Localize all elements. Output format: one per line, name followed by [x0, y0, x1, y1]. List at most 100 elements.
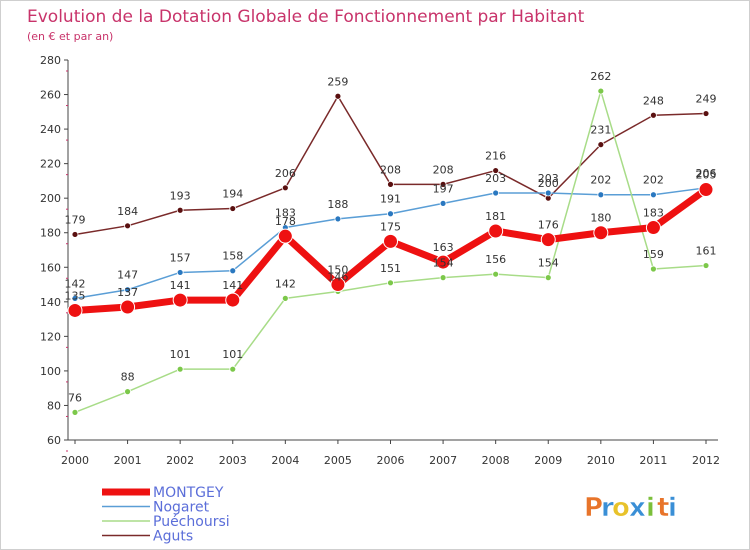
data-point-aguts	[387, 180, 394, 188]
logo-letter: r	[601, 493, 614, 523]
data-point-nogaret	[492, 189, 500, 197]
data-label-nogaret: 202	[590, 174, 611, 187]
data-label-montgey: 205	[696, 169, 717, 182]
logo-letter: o	[612, 493, 630, 523]
data-label-montgey: 180	[590, 212, 611, 225]
series-line-montgey	[71, 186, 710, 314]
y-tick-label: 80	[47, 399, 61, 412]
y-tick-label: 180	[40, 227, 61, 240]
x-tick-label: 2012	[692, 454, 720, 467]
data-point-nogaret	[387, 210, 394, 218]
data-label-pu-choursi: 146	[327, 270, 348, 283]
logo-letter: P	[584, 493, 603, 523]
data-label-pu-choursi: 101	[170, 348, 191, 361]
data-label-montgey: 175	[380, 220, 401, 233]
data-point-pu-choursi	[124, 388, 131, 396]
data-point-aguts	[702, 110, 710, 117]
data-point-nogaret	[334, 215, 342, 223]
x-tick-label: 2005	[324, 454, 352, 467]
data-label-montgey: 141	[170, 279, 191, 292]
data-point-pu-choursi	[650, 265, 657, 273]
data-point-nogaret	[124, 286, 131, 294]
data-label-montgey: 135	[65, 289, 86, 302]
y-tick-label: 140	[40, 296, 61, 309]
data-label-aguts: 200	[538, 177, 559, 190]
data-point-aguts	[229, 205, 237, 212]
data-label-pu-choursi: 101	[222, 348, 243, 361]
y-tick-label: 220	[40, 158, 61, 171]
x-tick-label: 2009	[534, 454, 562, 467]
data-point-montgey	[120, 299, 136, 315]
data-label-aguts: 249	[696, 93, 717, 106]
data-point-aguts	[334, 92, 342, 100]
data-label-montgey: 141	[222, 279, 243, 292]
legend-label-montgey: MONTGEY	[153, 485, 224, 501]
data-label-aguts: 206	[275, 167, 296, 180]
data-point-aguts	[124, 222, 131, 230]
data-label-montgey: 163	[433, 241, 454, 254]
data-label-nogaret: 191	[380, 193, 401, 206]
data-point-aguts	[281, 184, 289, 192]
data-point-montgey	[593, 225, 609, 241]
data-point-pu-choursi	[439, 274, 447, 282]
x-tick-label: 2002	[166, 454, 194, 467]
proxiti-logo: Pro x i ti	[584, 493, 678, 524]
data-point-aguts	[492, 167, 500, 174]
y-tick-label: 260	[40, 89, 61, 102]
data-label-pu-choursi: 88	[121, 371, 135, 384]
data-label-aguts: 231	[590, 124, 611, 137]
data-label-nogaret: 142	[65, 277, 86, 290]
data-point-montgey	[488, 223, 504, 239]
data-point-nogaret	[597, 191, 605, 199]
data-label-pu-choursi: 156	[485, 253, 506, 266]
chart-subtitle: (en € et par an)	[27, 30, 113, 43]
data-point-montgey	[172, 292, 188, 308]
data-label-nogaret: 188	[327, 198, 348, 211]
data-label-pu-choursi: 76	[68, 391, 82, 404]
data-point-pu-choursi	[281, 294, 289, 302]
x-tick-label: 2008	[482, 454, 510, 467]
data-point-pu-choursi	[544, 274, 552, 282]
x-tick-label: 2011	[639, 454, 667, 467]
data-point-pu-choursi	[492, 270, 500, 278]
data-point-montgey	[540, 232, 556, 248]
y-tick-label: 60	[47, 434, 61, 447]
data-point-aguts	[71, 231, 79, 238]
chart-title: Evolution de la Dotation Globale de Fonc…	[27, 7, 585, 27]
series-layer	[67, 87, 714, 416]
data-label-pu-choursi: 142	[275, 277, 296, 290]
data-label-aguts: 259	[327, 75, 348, 88]
data-point-pu-choursi	[702, 262, 710, 269]
y-tick-label: 200	[40, 192, 61, 205]
logo-letter: i	[668, 493, 677, 523]
data-point-montgey	[645, 220, 661, 236]
data-label-aguts: 193	[170, 189, 191, 202]
data-label-nogaret: 206	[696, 167, 717, 180]
data-label-aguts: 184	[117, 205, 138, 218]
data-point-aguts	[439, 180, 447, 188]
data-label-montgey: 181	[485, 210, 506, 223]
data-label-aguts: 208	[433, 163, 454, 176]
data-label-aguts: 194	[222, 188, 243, 201]
data-point-nogaret	[544, 189, 552, 197]
data-point-pu-choursi	[597, 87, 605, 95]
logo-letter: t	[657, 493, 669, 523]
data-label-pu-choursi: 154	[538, 257, 559, 270]
data-point-montgey	[330, 277, 346, 293]
data-label-pu-choursi: 159	[643, 248, 664, 261]
data-point-montgey	[67, 302, 83, 318]
data-point-montgey	[435, 254, 451, 270]
y-tick-label: 240	[40, 123, 61, 136]
data-point-aguts	[597, 141, 605, 149]
data-label-aguts: 208	[380, 163, 401, 176]
axes: 60 80 100 120 140 160 180 200 220 240 260 280 2000 20…	[40, 54, 720, 467]
data-label-montgey: 176	[538, 219, 559, 232]
data-point-nogaret	[439, 199, 447, 207]
x-tick-label: 2000	[61, 454, 89, 467]
data-point-nogaret	[650, 191, 657, 199]
logo-letter: i	[646, 493, 655, 523]
y-tick-label: 160	[40, 261, 61, 274]
data-label-nogaret: 203	[485, 172, 506, 185]
